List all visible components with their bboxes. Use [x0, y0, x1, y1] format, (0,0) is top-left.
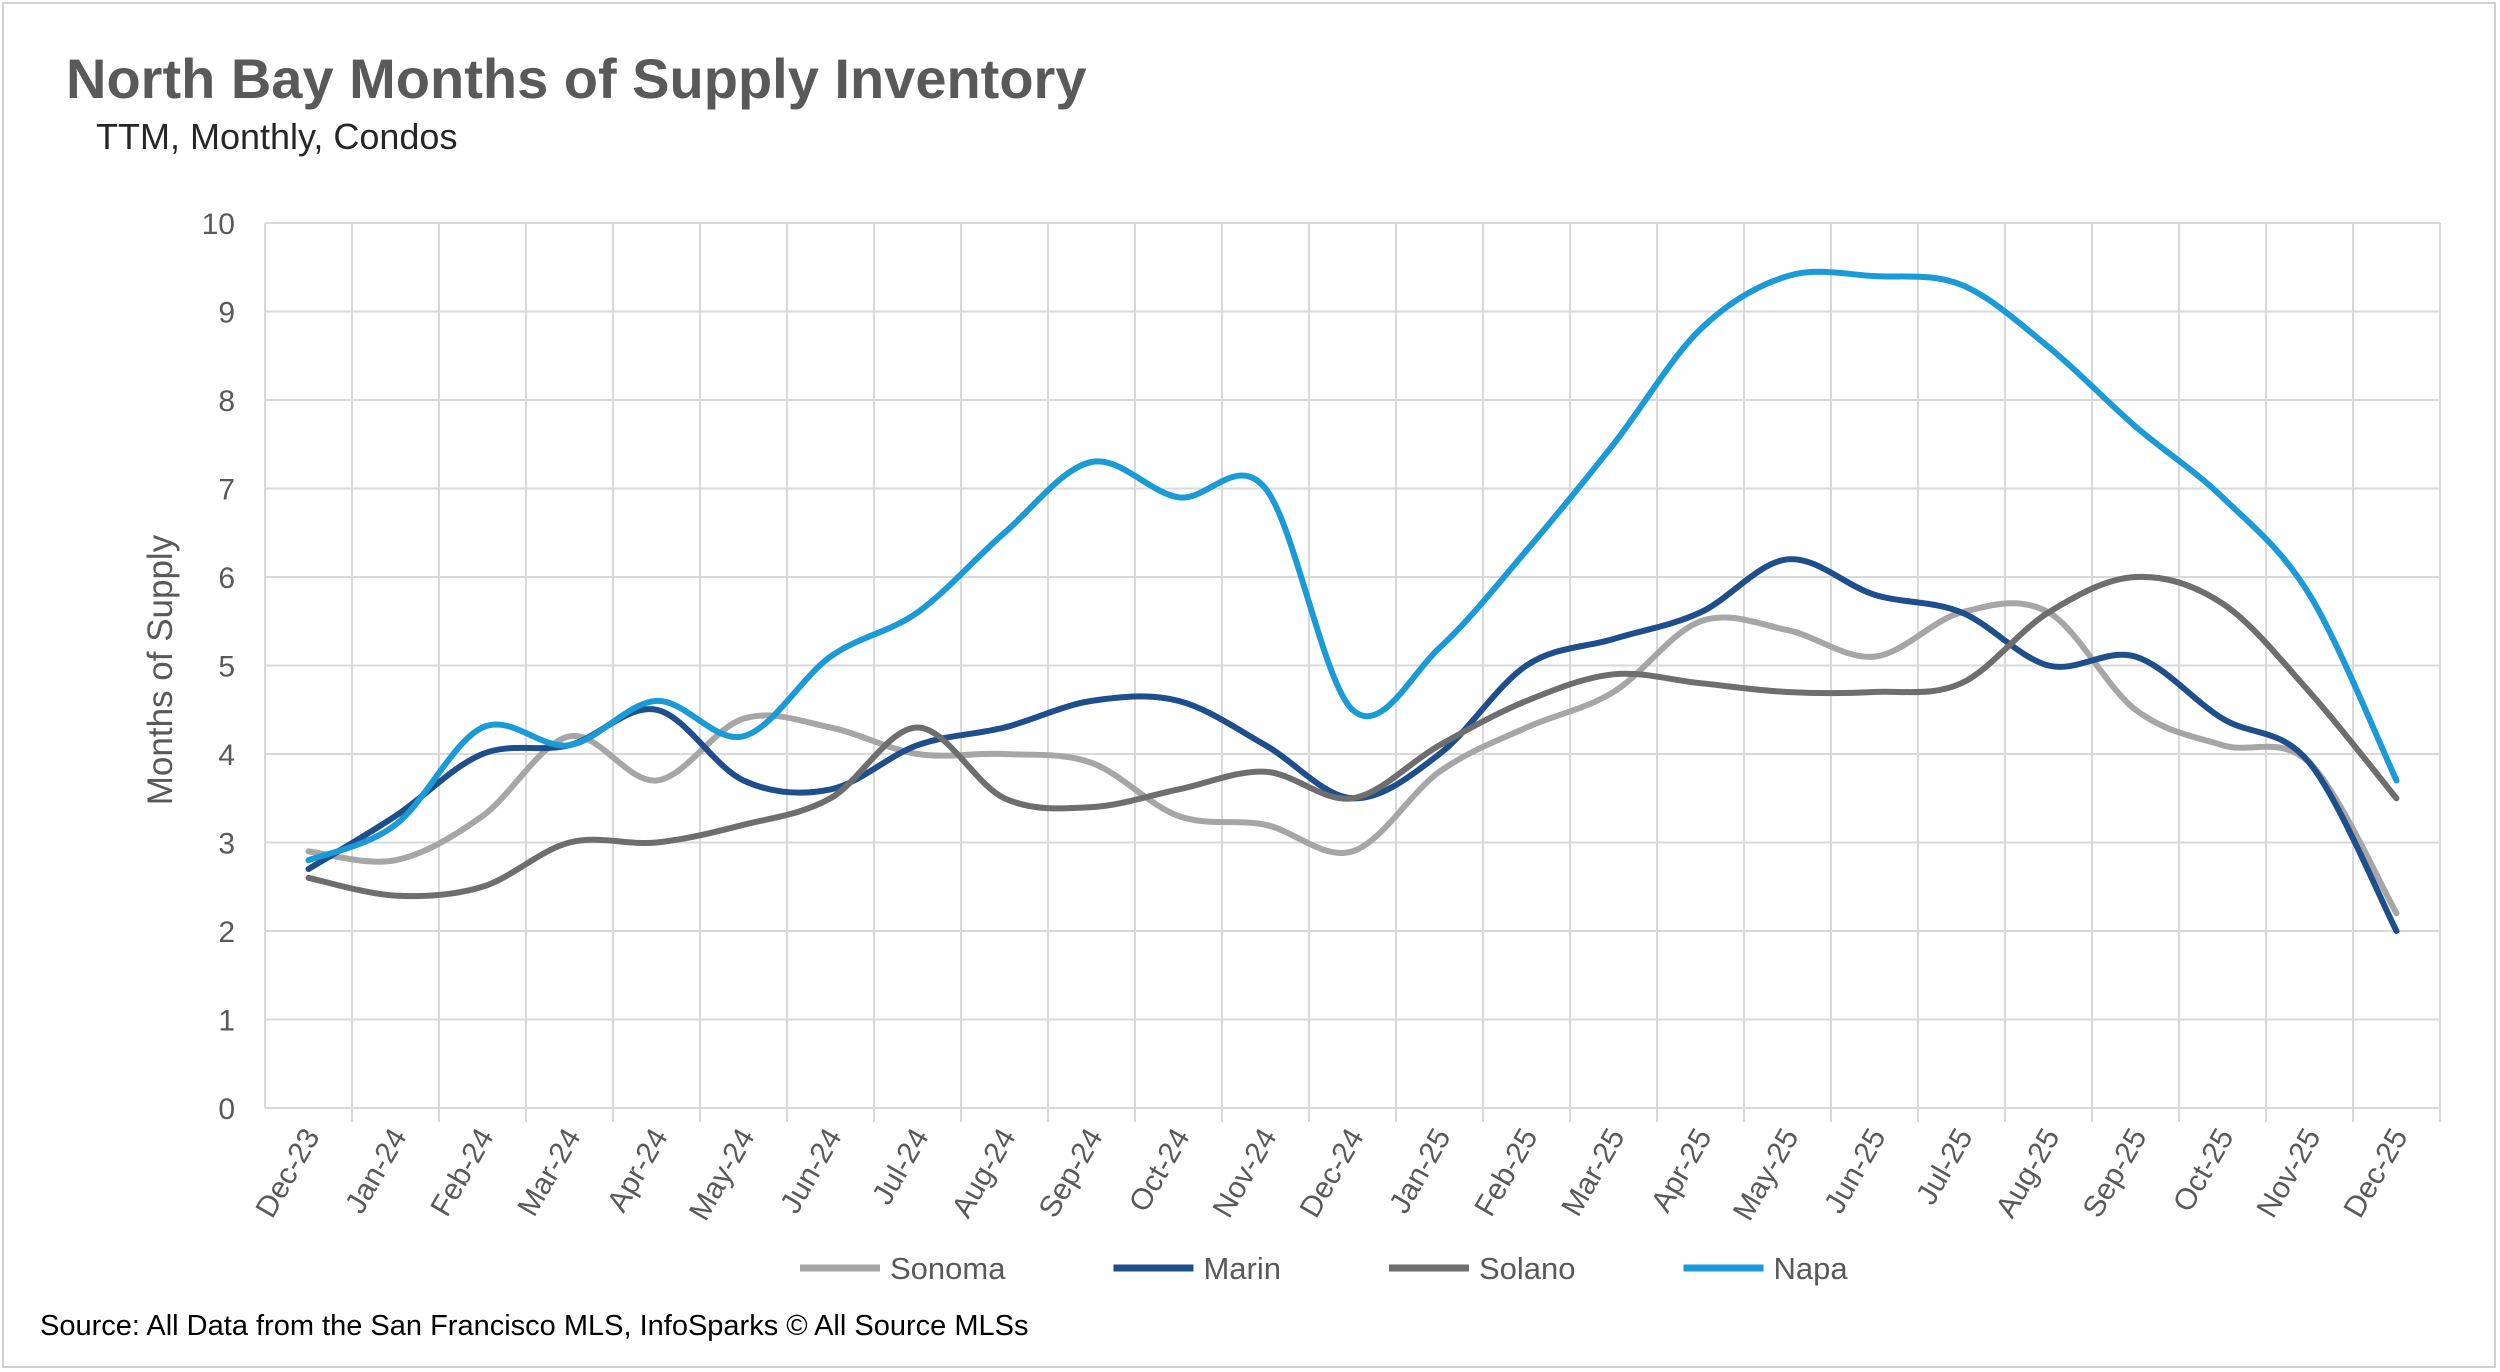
series-line-napa — [305, 268, 2400, 864]
y-tick-label: 1 — [218, 1005, 235, 1038]
x-tick-label: Apr-24 — [601, 1123, 675, 1217]
y-axis-tick-labels: 0 1 2 3 4 5 6 7 8 9 10 — [202, 208, 235, 1126]
y-tick-label: 3 — [218, 828, 235, 861]
legend: Sonoma Marin Solano Napa — [800, 1251, 1848, 1286]
x-tick-label: Apr-25 — [1645, 1123, 1719, 1217]
y-tick-label: 5 — [218, 651, 235, 684]
series-line-sonoma — [305, 600, 2400, 917]
series-lines — [305, 268, 2400, 934]
x-tick-label: Oct-24 — [1123, 1123, 1197, 1217]
y-tick-label: 8 — [218, 385, 235, 418]
x-tick-label: Jan-25 — [1383, 1123, 1457, 1219]
x-tick-label: Oct-25 — [2167, 1123, 2241, 1217]
series-line-solano — [305, 573, 2400, 900]
y-tick-label: 2 — [218, 916, 235, 949]
chart-title: North Bay Months of Supply Inventory — [66, 47, 1087, 110]
x-tick-label: Aug-24 — [946, 1123, 1023, 1223]
y-tick-label: 4 — [218, 739, 235, 772]
x-tick-label: Feb-25 — [1468, 1123, 1544, 1222]
vertical-gridlines — [264, 223, 2441, 1122]
y-tick-label: 0 — [218, 1093, 235, 1126]
horizontal-gridlines — [265, 222, 2440, 1109]
x-tick-label: Jun-24 — [774, 1123, 848, 1219]
y-tick-label: 7 — [218, 474, 235, 507]
y-axis-label: Months of Supply — [141, 534, 180, 805]
x-tick-label: Dec-24 — [1294, 1123, 1371, 1223]
chart-subtitle: TTM, Monthly, Condos — [96, 116, 458, 157]
legend-item-marin: Marin — [1113, 1251, 1281, 1286]
y-tick-label: 9 — [218, 297, 235, 330]
legend-item-solano: Solano — [1388, 1251, 1576, 1286]
y-tick-label: 6 — [218, 562, 235, 595]
x-tick-label: Mar-24 — [511, 1123, 587, 1222]
x-tick-label: Nov-24 — [1207, 1123, 1284, 1223]
legend-label: Solano — [1479, 1251, 1576, 1286]
x-axis-tick-labels: Dec-23 Jan-24 Feb-24 Mar-24 Apr-24 May-24 Jun-… — [250, 1123, 2415, 1226]
x-tick-label: Mar-25 — [1555, 1123, 1631, 1222]
x-tick-label: Jan-24 — [339, 1123, 413, 1219]
x-tick-label: Jul-24 — [866, 1123, 935, 1210]
x-tick-label: May-24 — [683, 1123, 762, 1226]
legend-label: Napa — [1774, 1251, 1849, 1286]
x-tick-label: Nov-25 — [2251, 1123, 2328, 1223]
legend-label: Marin — [1203, 1251, 1281, 1286]
x-tick-label: Jul-25 — [1910, 1123, 1979, 1210]
legend-label: Sonoma — [890, 1251, 1006, 1286]
legend-item-sonoma: Sonoma — [800, 1251, 1006, 1286]
x-tick-label: Aug-25 — [1990, 1123, 2067, 1223]
x-tick-label: Dec-25 — [2338, 1123, 2415, 1223]
legend-item-napa: Napa — [1683, 1251, 1849, 1286]
x-tick-label: Sep-24 — [1033, 1123, 1110, 1223]
x-tick-label: Dec-23 — [250, 1123, 327, 1223]
source-note: Source: All Data from the San Francisco … — [40, 1310, 1029, 1342]
x-tick-label: Jun-25 — [1818, 1123, 1892, 1219]
series-line-marin — [305, 556, 2400, 934]
x-tick-label: May-25 — [1727, 1123, 1806, 1226]
x-tick-label: Feb-24 — [424, 1123, 500, 1222]
y-tick-label: 10 — [202, 208, 235, 241]
x-tick-label: Sep-25 — [2077, 1123, 2154, 1223]
